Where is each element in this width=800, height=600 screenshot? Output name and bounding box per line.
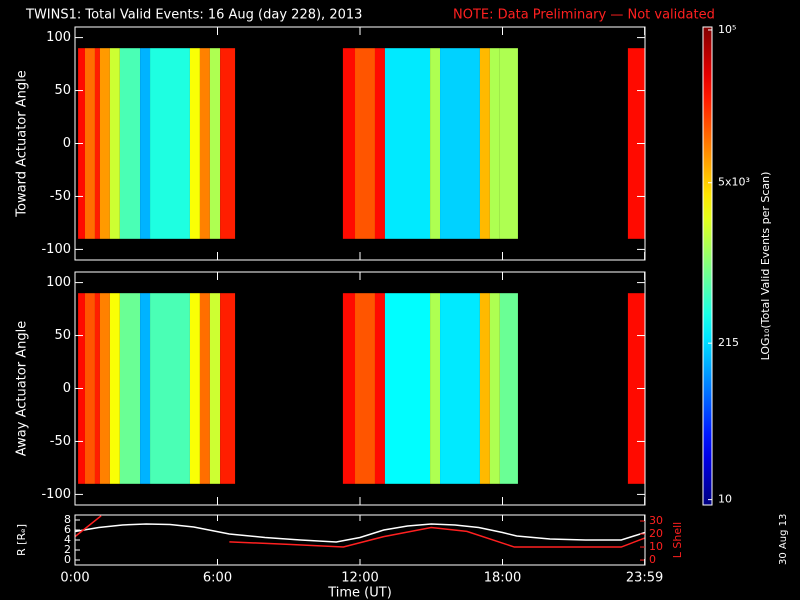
heatmap-cell bbox=[84, 293, 95, 484]
x-tick-label: 6:00 bbox=[203, 571, 232, 586]
x-tick-label: 12:00 bbox=[341, 571, 378, 586]
heatmap-cell bbox=[119, 48, 141, 239]
lines bbox=[75, 515, 645, 548]
heatmap-cell bbox=[440, 48, 480, 239]
heatmap-cell bbox=[220, 48, 236, 239]
plots: 10⁵ 5x10³ 215 10 LOG₁₀(Total Valid Events pe… bbox=[15, 23, 773, 600]
y2-tick-label: 20 bbox=[649, 527, 663, 540]
heatmap-cell bbox=[489, 293, 500, 484]
y-tick-label: 100 bbox=[46, 275, 71, 290]
y-tick-label: 50 bbox=[54, 328, 71, 343]
heatmap-cell bbox=[140, 293, 151, 484]
y-axis-label: R [Rₑ] bbox=[15, 524, 28, 556]
heatmap-cell bbox=[499, 48, 518, 239]
y2-tick-label: 0 bbox=[649, 553, 656, 566]
colorbar-label: LOG₁₀(Total Valid Events per Scan) bbox=[759, 172, 772, 361]
heatmap-cell bbox=[94, 48, 100, 239]
y-tick-label: 0 bbox=[64, 553, 71, 566]
heatmap-cell bbox=[374, 293, 385, 484]
heatmap-cell bbox=[499, 293, 518, 484]
x-axis-label: Time (UT) bbox=[327, 586, 392, 600]
heatmap-cell bbox=[209, 48, 221, 239]
heatmap-cell bbox=[627, 48, 645, 239]
y-tick-label: 6 bbox=[64, 523, 71, 536]
colorbar-tick-label: 10⁵ bbox=[718, 23, 736, 36]
y-tick-label: -50 bbox=[50, 189, 71, 204]
y2-tick-label: 30 bbox=[649, 514, 663, 527]
y-tick-label: 100 bbox=[46, 30, 71, 45]
heatmap-cell bbox=[430, 48, 441, 239]
note: NOTE: Data Preliminary — Not validated bbox=[453, 8, 715, 23]
y-tick-label: -100 bbox=[41, 242, 71, 257]
heatmap-cell bbox=[627, 293, 645, 484]
colorbar-tick-label: 215 bbox=[718, 336, 739, 349]
y-tick-label: -100 bbox=[41, 487, 71, 502]
heatmap-cell bbox=[479, 293, 490, 484]
y-tick-label: -50 bbox=[50, 434, 71, 449]
colorbar-tick-label: 5x10³ bbox=[718, 176, 750, 189]
x-tick-label: 0:00 bbox=[60, 571, 89, 586]
chart-title: TWINS1: Total Valid Events: 16 Aug (day … bbox=[25, 8, 362, 23]
y-axis-label: Toward Actuator Angle bbox=[15, 70, 30, 217]
heatmap-cell bbox=[119, 293, 141, 484]
x-tick-label: 23:59 bbox=[626, 571, 663, 586]
y-tick-label: 50 bbox=[54, 83, 71, 98]
heatmap-cell bbox=[384, 48, 431, 239]
y-axis-label: Away Actuator Angle bbox=[15, 321, 30, 456]
heatmap-cell bbox=[220, 293, 236, 484]
colorbar bbox=[702, 26, 713, 506]
heatmap-cell bbox=[384, 293, 431, 484]
heatmap-cell bbox=[430, 293, 441, 484]
heatmap-cell bbox=[199, 293, 210, 484]
heatmap-cell bbox=[440, 293, 480, 484]
heatmap-cell bbox=[150, 48, 190, 239]
heatmap-cell bbox=[94, 293, 100, 484]
heatmap-cell bbox=[140, 48, 151, 239]
heatmap-cell bbox=[150, 293, 190, 484]
y-tick-label: 2 bbox=[64, 543, 71, 556]
heatmap-cell bbox=[109, 48, 120, 239]
heatmap-cell bbox=[189, 293, 200, 484]
heatmap-cell bbox=[84, 48, 95, 239]
heatmap-cell bbox=[189, 48, 200, 239]
heatmap-cell bbox=[342, 293, 356, 484]
series-line bbox=[75, 515, 102, 538]
series-line bbox=[229, 526, 645, 548]
heatmap-cell bbox=[99, 48, 110, 239]
heatmap-cell bbox=[355, 293, 375, 484]
heatmap-cell bbox=[342, 48, 356, 239]
heatmap-cell bbox=[489, 48, 500, 239]
heatmap-cell bbox=[209, 293, 221, 484]
y2-tick-label: 10 bbox=[649, 540, 663, 553]
y-tick-label: 8 bbox=[64, 513, 71, 526]
y-tick-label: 4 bbox=[64, 533, 71, 546]
heatmap-cell bbox=[99, 293, 110, 484]
heatmap-cell bbox=[109, 293, 120, 484]
y-tick-label: 0 bbox=[63, 136, 71, 151]
heatmap-cell bbox=[199, 48, 210, 239]
y-tick-label: 0 bbox=[63, 381, 71, 396]
x-tick-label: 18:00 bbox=[484, 571, 521, 586]
heatmap-cell bbox=[479, 48, 490, 239]
heatmap-cell bbox=[355, 48, 375, 239]
y2-axis-label: L Shell bbox=[671, 522, 684, 558]
date-stamp: 30 Aug 13 bbox=[778, 514, 789, 565]
series-line bbox=[75, 523, 645, 543]
colorbar-tick-label: 10 bbox=[718, 493, 732, 506]
heatmap-cell bbox=[374, 48, 385, 239]
